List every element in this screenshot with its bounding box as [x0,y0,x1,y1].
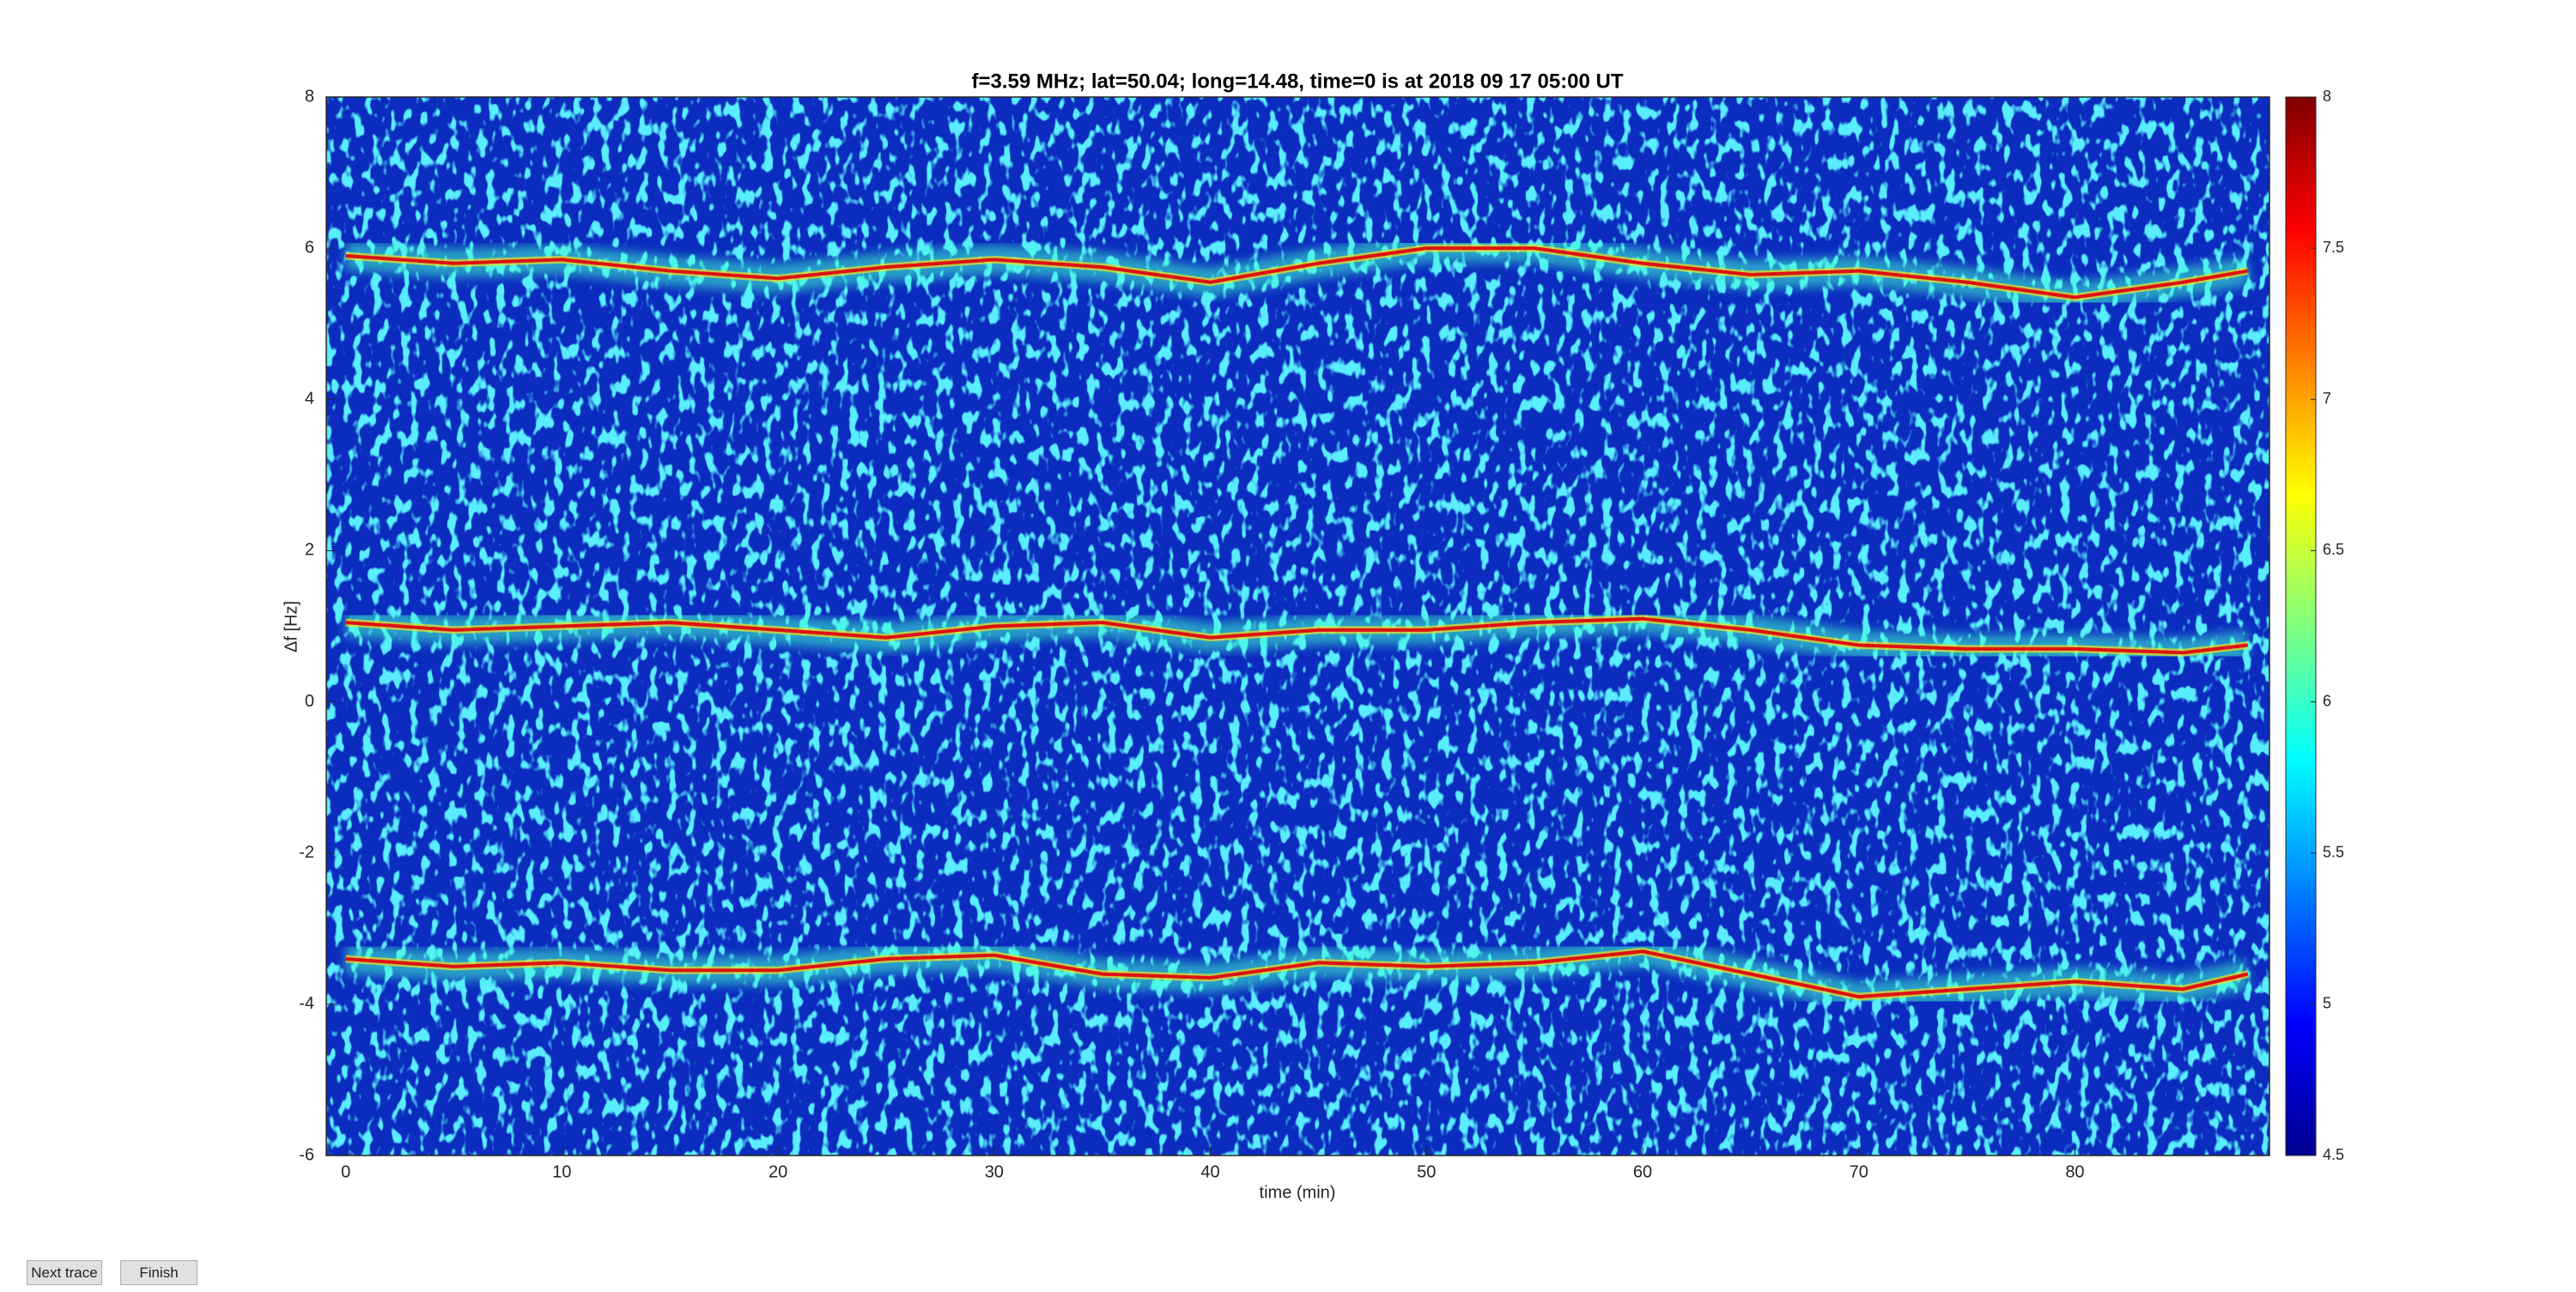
colorbar-tick-label: 8 [2323,88,2331,105]
colorbar-tick-label: 6 [2323,692,2331,709]
y-tick-label: -6 [299,1145,314,1164]
x-tick-label: 40 [1200,1162,1219,1181]
colorbar [2285,96,2317,1156]
finish-button[interactable]: Finish [120,1260,197,1285]
x-tick-label: 10 [552,1162,571,1181]
colorbar-tick-label: 7 [2323,390,2331,407]
next-trace-button[interactable]: Next trace [27,1260,102,1285]
x-axis-label: time (min) [1260,1183,1336,1202]
x-tick-label: 60 [1633,1162,1652,1181]
colorbar-tick-label: 5.5 [2323,843,2344,860]
x-tick-label: 50 [1417,1162,1436,1181]
chart: f=3.59 MHz; lat=50.04; long=14.48, time=… [282,70,2344,1202]
trace-line [345,616,2249,655]
colorbar-tick-label: 7.5 [2323,239,2344,256]
y-tick-label: 4 [305,390,314,409]
y-tick-label: 6 [305,238,314,257]
y-tick-label: 8 [305,87,314,106]
y-tick-label: -2 [299,843,314,862]
y-axis-label: Δf [Hz] [282,601,301,652]
trace-line [345,246,2249,300]
x-tick-label: 20 [769,1162,787,1181]
x-tick-label: 0 [341,1162,350,1181]
colorbar-tick-label: 6.5 [2323,541,2344,558]
x-tick-label: 80 [2065,1162,2084,1181]
y-tick-label: 0 [305,692,314,711]
plot-frame [325,96,2270,1156]
colorbar-tick-label: 4.5 [2323,1146,2344,1163]
y-tick-label: 2 [305,541,314,560]
trace-line [345,949,2249,999]
colorbar-tick-label: 5 [2323,995,2331,1012]
chart-title: f=3.59 MHz; lat=50.04; long=14.48, time=… [971,70,1623,93]
y-tick-label: -4 [299,994,314,1013]
x-tick-label: 70 [1850,1162,1868,1181]
x-tick-label: 30 [985,1162,1004,1181]
